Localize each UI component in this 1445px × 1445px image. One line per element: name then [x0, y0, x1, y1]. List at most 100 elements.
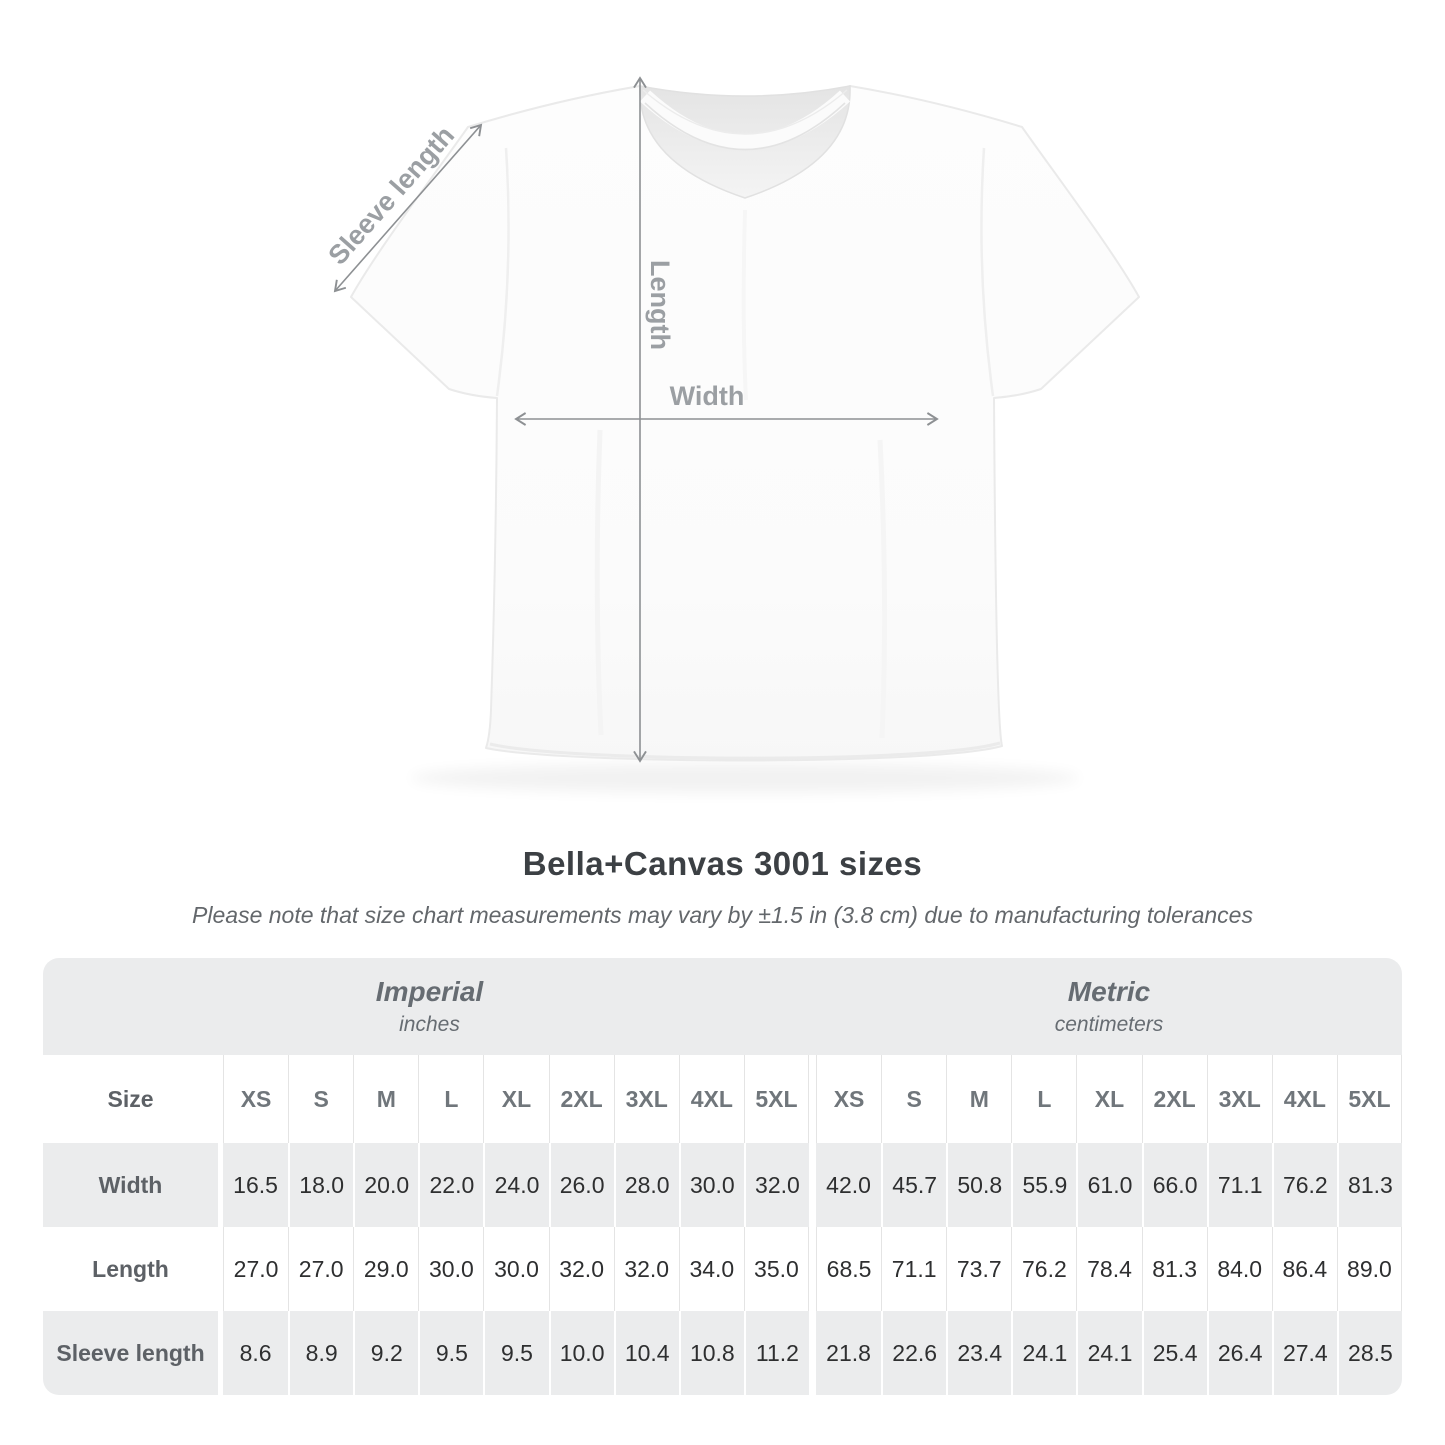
row-label: Length [92, 1255, 169, 1282]
table-cell: 8.6 [223, 1311, 289, 1395]
table-cell: 18.0 [288, 1143, 354, 1227]
table-cell: 26.0 [548, 1143, 614, 1227]
table-cell: 29.0 [353, 1227, 418, 1311]
table-cell: 32.0 [548, 1227, 614, 1311]
table-cell: 20.0 [353, 1143, 419, 1227]
table-cell: 71.1 [1206, 1143, 1272, 1227]
section-spacer [809, 1055, 816, 1143]
table-cell: 30.0 [483, 1227, 548, 1311]
size-header-cell: L [1011, 1055, 1076, 1143]
size-header-cell: XL [483, 1055, 548, 1143]
table-cell: 24.1 [1011, 1311, 1077, 1395]
size-header-cell: 2XL [1141, 1055, 1207, 1143]
table-cell: 68.5 [816, 1227, 881, 1311]
table-cell: 66.0 [1141, 1143, 1207, 1227]
section-spacer [809, 1311, 816, 1395]
table-cell: 76.2 [1011, 1227, 1076, 1311]
unit-section-metric: Metric centimeters [816, 958, 1402, 1055]
unit-section-label: Metric [1067, 976, 1151, 1007]
table-cell: 30.0 [678, 1143, 744, 1227]
measurement-annotations [333, 76, 939, 763]
table-cell: 55.9 [1011, 1143, 1077, 1227]
page-title: Bella+Canvas 3001 sizes [522, 845, 923, 882]
table-cell: 42.0 [816, 1143, 882, 1227]
table-cell: 45.7 [881, 1143, 947, 1227]
table-cell: 26.4 [1206, 1311, 1272, 1395]
size-header-cell: 5XL [743, 1055, 809, 1143]
table-cell: 24.1 [1076, 1311, 1142, 1395]
table-cell: 61.0 [1076, 1143, 1142, 1227]
table-cell: 81.3 [1141, 1227, 1207, 1311]
section-spacer [809, 1143, 816, 1227]
size-header-cell: 4XL [678, 1055, 744, 1143]
table-cell: 32.0 [743, 1143, 809, 1227]
table-cell: 22.0 [418, 1143, 484, 1227]
unit-header-row: Imperial inches Metric centimeters [43, 958, 1402, 1055]
tshirt-illustration [350, 85, 1140, 762]
size-header-cell: XS [223, 1055, 288, 1143]
table-cell: 23.4 [946, 1311, 1012, 1395]
tshirt-measurement-diagram: Sleeve length Length Width [322, 76, 1140, 793]
table-cell: 86.4 [1271, 1227, 1337, 1311]
size-header-cell: M [946, 1055, 1011, 1143]
row-label: Width [43, 1143, 218, 1227]
table-cell: 27.4 [1271, 1311, 1337, 1395]
table-cell: 89.0 [1336, 1227, 1402, 1311]
length-label: Length [645, 260, 675, 350]
section-spacer [809, 1227, 816, 1311]
sleeve-length-arrow [333, 123, 483, 293]
table-cell: 50.8 [946, 1143, 1012, 1227]
table-cell: 10.8 [678, 1311, 744, 1395]
unit-section-sublabel: inches [399, 1013, 460, 1036]
table-cell: 73.7 [946, 1227, 1011, 1311]
size-header-cell: 4XL [1271, 1055, 1337, 1143]
unit-section-label: Imperial [375, 976, 484, 1007]
size-header-title: Size [107, 1085, 154, 1112]
width-label: Width [670, 381, 745, 411]
table-cell: 8.9 [288, 1311, 354, 1395]
table-row: Sleeve length 8.6 8.9 9.2 9.5 9.5 10.0 10.4 10.8… [43, 1311, 1402, 1395]
table-cell: 32.0 [613, 1227, 679, 1311]
row-label: Sleeve length [43, 1311, 218, 1395]
table-cell: 27.0 [223, 1227, 288, 1311]
shirt-ground-shadow [410, 763, 1080, 793]
table-cell: 30.0 [418, 1227, 483, 1311]
table-cell: 10.4 [613, 1311, 679, 1395]
table-cell: 28.5 [1336, 1311, 1402, 1395]
table-cell: 11.2 [743, 1311, 809, 1395]
table-cell: 9.2 [353, 1311, 419, 1395]
table-cell: 27.0 [288, 1227, 353, 1311]
table-cell: 78.4 [1076, 1227, 1141, 1311]
size-header-cell: 3XL [1206, 1055, 1272, 1143]
size-header-row: Size XS S M L XL 2XL 3XL 4XL 5XL XS S M L XL 2XL 3XL 4XL 5… [43, 1055, 1402, 1143]
table-cell: 9.5 [483, 1311, 549, 1395]
table-cell: 16.5 [223, 1143, 289, 1227]
size-header-cell: 5XL [1336, 1055, 1402, 1143]
size-header-cell: 3XL [613, 1055, 679, 1143]
table-cell: 25.4 [1141, 1311, 1207, 1395]
table-cell: 34.0 [678, 1227, 744, 1311]
table-cell: 28.0 [613, 1143, 679, 1227]
unit-section-imperial: Imperial inches [43, 958, 816, 1055]
size-header-cell: XL [1076, 1055, 1141, 1143]
size-header-cell: S [881, 1055, 946, 1143]
table-cell: 24.0 [483, 1143, 549, 1227]
table-row: Length 27.0 27.0 29.0 30.0 30.0 32.0 32.0 34.0 35… [43, 1227, 1402, 1311]
table-cell: 10.0 [548, 1311, 614, 1395]
page-subtitle: Please note that size chart measurements… [192, 902, 1253, 928]
size-header-cell: S [288, 1055, 353, 1143]
unit-section-sublabel: centimeters [1054, 1013, 1164, 1036]
table-row: Width 16.5 18.0 20.0 22.0 24.0 26.0 28.0 30.0 32.… [43, 1143, 1402, 1227]
size-header-cell: M [353, 1055, 418, 1143]
table-cell: 81.3 [1336, 1143, 1402, 1227]
table-cell: 35.0 [743, 1227, 809, 1311]
table-cell: 76.2 [1271, 1143, 1337, 1227]
size-header-cell: XS [816, 1055, 881, 1143]
size-header-cell: L [418, 1055, 483, 1143]
table-cell: 84.0 [1206, 1227, 1272, 1311]
size-header-cell: 2XL [548, 1055, 614, 1143]
table-cell: 21.8 [816, 1311, 882, 1395]
table-cell: 9.5 [418, 1311, 484, 1395]
size-table: Imperial inches Metric centimeters Size XS S M L… [43, 958, 1402, 1395]
